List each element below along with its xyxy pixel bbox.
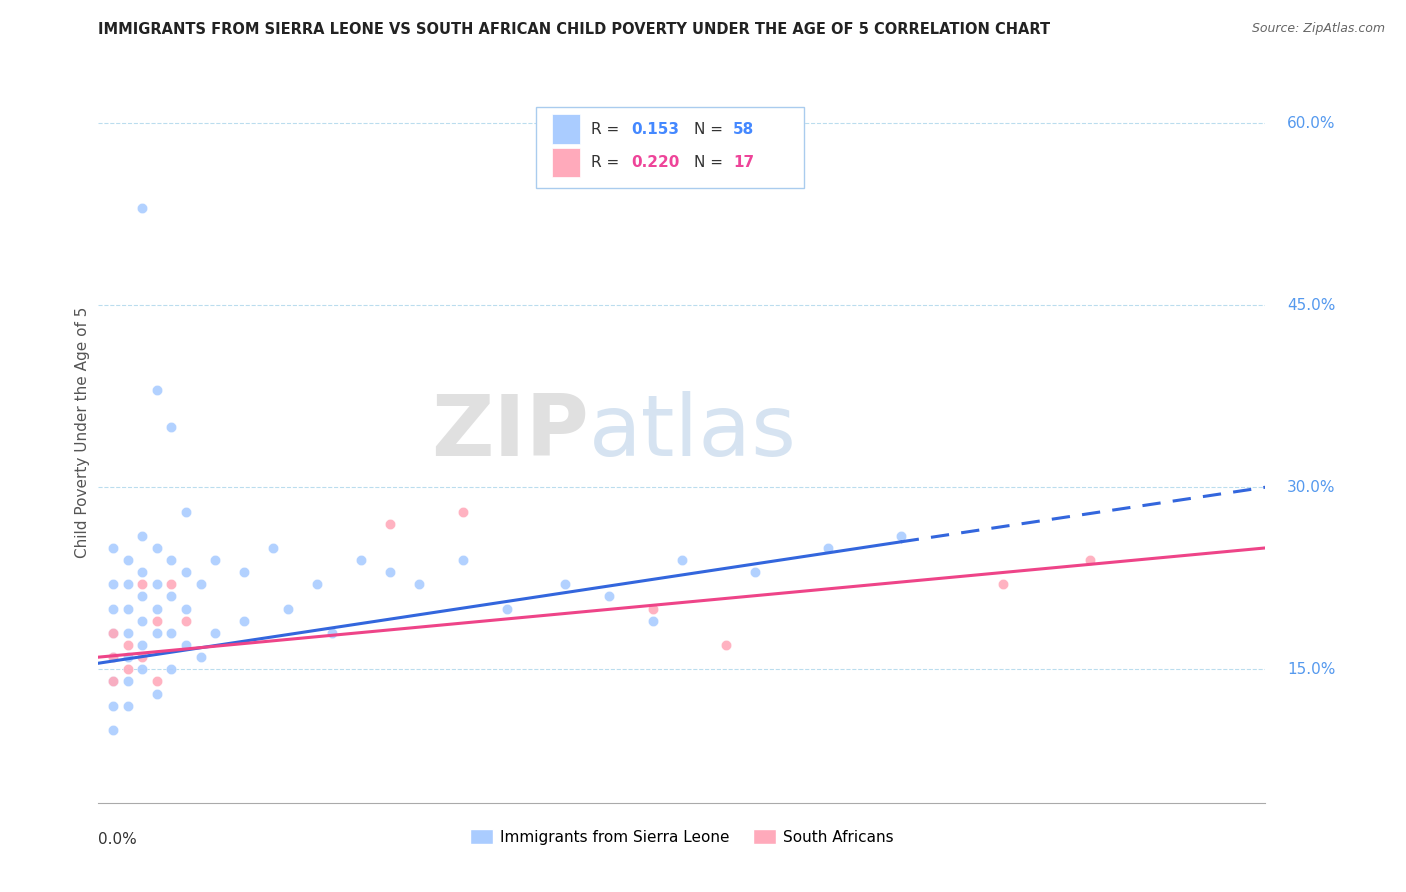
Point xyxy=(380,516,402,531)
Point xyxy=(117,577,139,591)
Legend: Immigrants from Sierra Leone, South Africans: Immigrants from Sierra Leone, South Afri… xyxy=(464,822,900,851)
Point xyxy=(131,614,153,628)
Point xyxy=(101,674,124,689)
Point xyxy=(131,577,153,591)
Point xyxy=(817,541,839,555)
Text: 30.0%: 30.0% xyxy=(1288,480,1336,495)
Point xyxy=(117,650,139,665)
Point xyxy=(204,553,226,567)
Point xyxy=(233,565,256,579)
Point xyxy=(174,614,197,628)
Point xyxy=(101,674,124,689)
Point xyxy=(101,577,124,591)
Point xyxy=(146,577,169,591)
Text: 45.0%: 45.0% xyxy=(1288,298,1336,313)
Point xyxy=(117,638,139,652)
Point xyxy=(146,626,169,640)
Point xyxy=(160,590,183,604)
Point xyxy=(991,577,1014,591)
Point xyxy=(641,614,664,628)
Point xyxy=(174,638,197,652)
Point xyxy=(451,504,474,518)
Point xyxy=(598,590,620,604)
FancyBboxPatch shape xyxy=(553,114,581,144)
Point xyxy=(160,419,183,434)
Point xyxy=(160,626,183,640)
FancyBboxPatch shape xyxy=(536,107,804,188)
Point xyxy=(146,674,169,689)
Point xyxy=(146,383,169,397)
Point xyxy=(1080,553,1102,567)
Point xyxy=(131,590,153,604)
Point xyxy=(744,565,766,579)
Point xyxy=(890,529,912,543)
Point xyxy=(117,674,139,689)
Point xyxy=(174,601,197,615)
Point xyxy=(101,626,124,640)
Point xyxy=(101,723,124,737)
Point xyxy=(101,698,124,713)
Point xyxy=(277,601,299,615)
Point xyxy=(131,662,153,676)
Text: 17: 17 xyxy=(734,155,755,169)
Point xyxy=(174,504,197,518)
Point xyxy=(117,626,139,640)
Point xyxy=(190,577,212,591)
Text: 0.0%: 0.0% xyxy=(98,832,138,847)
Point xyxy=(131,650,153,665)
Point xyxy=(233,614,256,628)
Point xyxy=(496,601,519,615)
Text: 58: 58 xyxy=(734,121,755,136)
Point xyxy=(146,541,169,555)
Text: 15.0%: 15.0% xyxy=(1288,662,1336,677)
Point xyxy=(554,577,576,591)
Point xyxy=(117,553,139,567)
Point xyxy=(101,650,124,665)
Point xyxy=(146,614,169,628)
Point xyxy=(641,601,664,615)
Point xyxy=(101,541,124,555)
Point xyxy=(131,565,153,579)
Text: Source: ZipAtlas.com: Source: ZipAtlas.com xyxy=(1251,22,1385,36)
Text: N =: N = xyxy=(693,155,727,169)
Point xyxy=(160,577,183,591)
Point xyxy=(174,565,197,579)
Point xyxy=(190,650,212,665)
Text: ZIP: ZIP xyxy=(430,391,589,475)
Text: 0.220: 0.220 xyxy=(631,155,681,169)
Point xyxy=(307,577,329,591)
Point xyxy=(117,698,139,713)
Text: R =: R = xyxy=(591,121,624,136)
Y-axis label: Child Poverty Under the Age of 5: Child Poverty Under the Age of 5 xyxy=(75,307,90,558)
Point xyxy=(117,662,139,676)
Point xyxy=(131,638,153,652)
Point xyxy=(262,541,284,555)
Text: 60.0%: 60.0% xyxy=(1288,116,1336,130)
Point xyxy=(146,601,169,615)
Text: N =: N = xyxy=(693,121,727,136)
Point xyxy=(117,601,139,615)
Point xyxy=(451,553,474,567)
Point xyxy=(101,626,124,640)
Point xyxy=(204,626,226,640)
Point xyxy=(146,687,169,701)
Point xyxy=(714,638,737,652)
Text: 0.153: 0.153 xyxy=(631,121,679,136)
Point xyxy=(101,650,124,665)
Point xyxy=(408,577,430,591)
Point xyxy=(131,201,153,215)
Point xyxy=(321,626,343,640)
Text: IMMIGRANTS FROM SIERRA LEONE VS SOUTH AFRICAN CHILD POVERTY UNDER THE AGE OF 5 C: IMMIGRANTS FROM SIERRA LEONE VS SOUTH AF… xyxy=(98,22,1050,37)
Point xyxy=(160,662,183,676)
Point xyxy=(131,529,153,543)
Text: R =: R = xyxy=(591,155,624,169)
Point xyxy=(380,565,402,579)
Point xyxy=(671,553,693,567)
Text: atlas: atlas xyxy=(589,391,797,475)
Point xyxy=(350,553,373,567)
FancyBboxPatch shape xyxy=(553,147,581,178)
Point xyxy=(101,601,124,615)
Point xyxy=(160,553,183,567)
